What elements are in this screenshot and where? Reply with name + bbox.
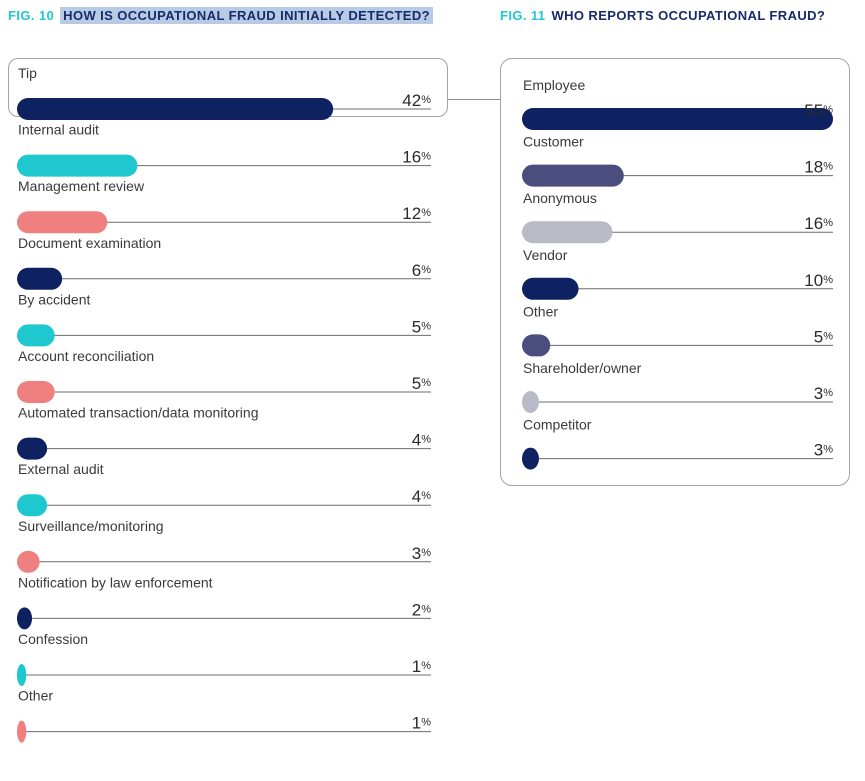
fig10-automated-transaction-data-monitoring-bar xyxy=(17,437,48,460)
fig11-other-bar xyxy=(522,334,551,357)
fig10-external-audit-value-label: 4% xyxy=(412,487,431,506)
fig10-other-bar xyxy=(17,720,27,743)
fig11-other-value-label: 5% xyxy=(814,327,833,346)
fig10-notification-by-law-enforcement-value-label: 2% xyxy=(412,600,431,619)
fig11-customer-label: Customer xyxy=(523,134,584,150)
fig10-by-accident-label: By accident xyxy=(18,291,90,307)
fig10-heading: FIG. 10 HOW IS OCCUPATIONAL FRAUD INITIAL… xyxy=(8,7,433,24)
fig10-confession-value-label: 1% xyxy=(412,657,431,676)
fig10-internal-audit-value-label: 16% xyxy=(402,148,431,167)
fig10-document-examination-label: Document examination xyxy=(18,235,161,251)
fig11-customer-bar xyxy=(522,164,624,187)
fig11-panel xyxy=(500,58,850,486)
fig11-anonymous-label: Anonymous xyxy=(523,190,597,206)
fig11-vendor-value-label: 10% xyxy=(804,271,833,290)
fig11-title: WHO REPORTS OCCUPATIONAL FRAUD? xyxy=(551,8,826,23)
fig11-customer-value-label: 18% xyxy=(804,158,833,177)
fig10-tip-bar xyxy=(17,98,334,120)
fig10-account-reconciliation-bar xyxy=(17,381,55,403)
fig10-notification-by-law-enforcement-label: Notification by law enforcement xyxy=(18,574,213,590)
fig11-employee-value-label: 55% xyxy=(804,101,833,120)
fig10-surveillance-monitoring-value-label: 3% xyxy=(412,544,431,563)
fig10-tip-label: Tip xyxy=(18,65,37,81)
fig10-other-value-label: 1% xyxy=(412,714,431,733)
fig10-number: FIG. 10 xyxy=(8,8,55,23)
fig10-surveillance-monitoring-bar xyxy=(17,550,40,573)
fig10-notification-by-law-enforcement-bar xyxy=(17,607,33,630)
fig11-shareholder-owner-value-label: 3% xyxy=(814,384,833,403)
fig10-document-examination-bar xyxy=(17,267,63,290)
fig11-heading: FIG. 11 WHO REPORTS OCCUPATIONAL FRAUD? xyxy=(500,8,825,23)
fig11-anonymous-value-label: 16% xyxy=(804,214,833,233)
fig10-title: HOW IS OCCUPATIONAL FRAUD INITIALLY DETE… xyxy=(60,7,433,24)
fig10-automated-transaction-data-monitoring-value-label: 4% xyxy=(412,431,431,450)
fig11-competitor-value-label: 3% xyxy=(814,441,833,460)
fig11-anonymous-bar xyxy=(522,221,613,244)
fig10-external-audit-label: External audit xyxy=(18,461,104,477)
fig10-internal-audit-label: Internal audit xyxy=(18,122,99,138)
fig11-other-label: Other xyxy=(523,303,558,319)
fig11-employee-bar xyxy=(522,108,833,130)
fig11-competitor-bar xyxy=(522,447,539,470)
fig10-by-accident-bar xyxy=(17,324,55,347)
fig11-competitor-label: Competitor xyxy=(523,417,592,433)
fig11-employee-label: Employee xyxy=(523,77,585,93)
fig10-internal-audit-bar xyxy=(17,154,138,177)
fig10-management-review-value-label: 12% xyxy=(402,204,431,223)
fig10-external-audit-bar xyxy=(17,494,48,517)
fig10-surveillance-monitoring-label: Surveillance/monitoring xyxy=(18,518,164,534)
fig10-other-label: Other xyxy=(18,688,53,704)
fig10-management-review-bar xyxy=(17,211,108,234)
fig11-vendor-label: Vendor xyxy=(523,247,568,263)
fig11-shareholder-owner-label: Shareholder/owner xyxy=(523,360,642,376)
fig10-management-review-label: Management review xyxy=(18,178,145,194)
fig10-by-accident-value-label: 5% xyxy=(412,317,431,336)
fig10-account-reconciliation-value-label: 5% xyxy=(412,374,431,393)
fig10-tip-value-label: 42% xyxy=(402,91,431,110)
fig10-account-reconciliation-label: Account reconciliation xyxy=(18,348,154,364)
fig10-confession-bar xyxy=(17,664,27,686)
fig11-vendor-bar xyxy=(522,277,579,300)
fig11-shareholder-owner-bar xyxy=(522,391,539,413)
highlight-connector-line xyxy=(448,99,500,100)
fig10-confession-label: Confession xyxy=(18,631,88,647)
fig10-automated-transaction-data-monitoring-label: Automated transaction/data monitoring xyxy=(18,405,258,421)
fig11-number: FIG. 11 xyxy=(500,8,546,23)
fig10-document-examination-value-label: 6% xyxy=(412,261,431,280)
